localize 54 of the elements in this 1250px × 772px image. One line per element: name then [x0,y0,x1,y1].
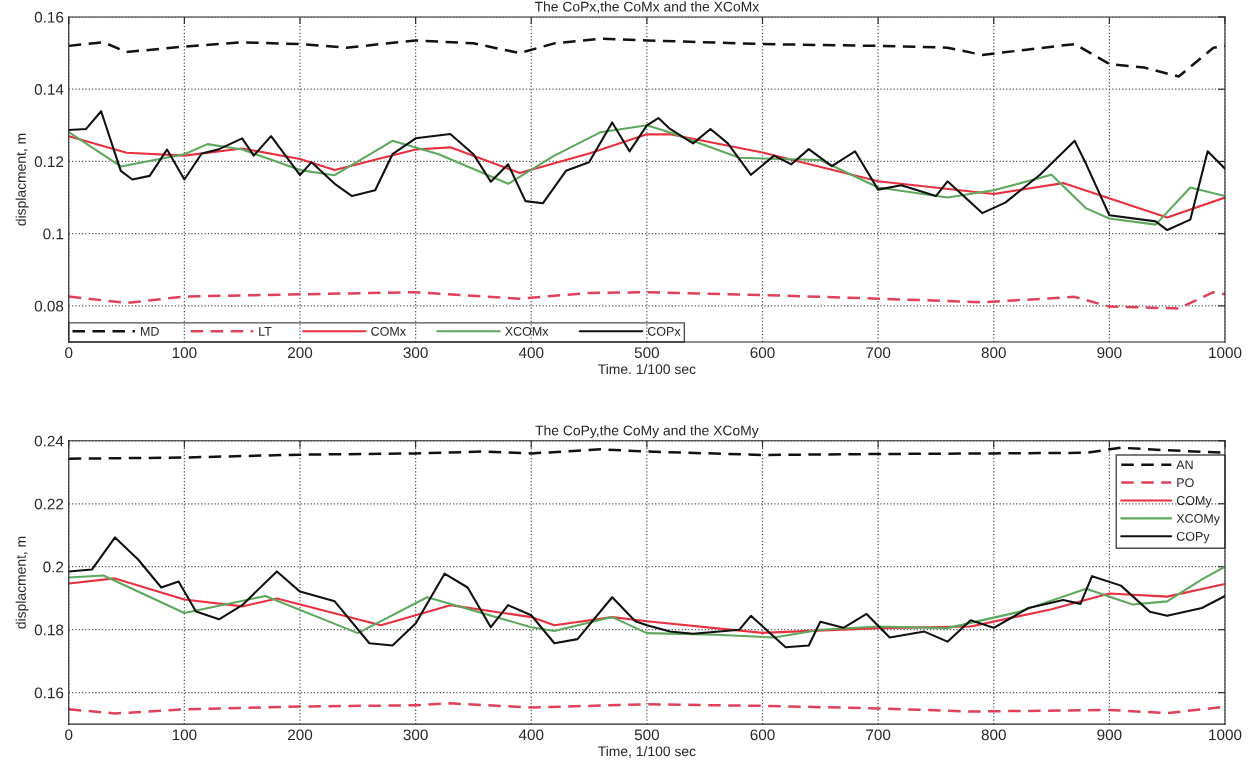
line-series [68,565,1225,639]
line-series [68,124,1225,226]
legend-label: MD [141,327,159,336]
y-tick-label: 0.2 [43,561,64,573]
y-tick-label: 0.08 [34,300,64,312]
x-tick-label: 300 [403,347,428,359]
x-tick-label: 700 [866,729,891,741]
x-tick-label: 0 [65,347,73,359]
chart-title: The CoPx,the CoMx and the XCoMx [534,1,760,14]
x-tick-label: 500 [634,347,660,359]
x-tick-label: 600 [750,347,775,359]
legend-label: PO [1177,478,1194,488]
line-series [68,110,1225,232]
y-axis-title: displacment, m [15,536,29,629]
x-tick-label: 900 [1097,347,1122,359]
line-series [68,577,1225,634]
legend-label: XCOMx [505,326,549,336]
x-tick-label: 1000 [1209,347,1242,359]
x-tick-label: 0 [65,729,73,741]
x-tick-label: 800 [981,347,1006,359]
y-tick-label: 0.12 [34,156,64,168]
line-series [68,133,1225,219]
chart-title: The CoPy,the CoMy and the XCoMy [535,425,759,439]
legend-label: COPy [1176,531,1210,544]
y-tick-label: 0.18 [34,624,64,636]
x-tick-label: 900 [1097,729,1122,741]
x-tick-label: 700 [866,347,891,359]
x-tick-label: 400 [518,347,544,359]
y-tick-label: 0.22 [34,498,64,510]
x-tick-label: 300 [403,729,428,741]
y-tick-label: 0.16 [34,687,64,699]
x-tick-label: 500 [634,729,660,741]
x-tick-label: 200 [288,347,313,359]
x-tick-label: 1000 [1209,729,1242,741]
legend-label: XCOMy [1176,514,1220,526]
x-axis-title: Time. 1/100 sec [598,363,696,375]
legend-label: LT [259,327,272,336]
x-tick-label: 600 [750,729,775,741]
x-tick-label: 100 [172,729,197,741]
y-tick-label: 0.1 [43,228,64,240]
legend-label: COMy [1176,496,1212,508]
line-series [68,290,1225,310]
y-tick-label: 0.14 [34,84,64,95]
x-tick-label: 200 [288,729,313,741]
legend-label: COPx [647,326,681,336]
legend-label: COMx [371,326,406,336]
x-axis-title: Time, 1/100 sec [598,746,696,758]
x-tick-label: 100 [172,347,197,359]
x-tick-label: 400 [518,729,544,741]
x-tick-label: 800 [981,729,1006,741]
y-tick-label: 0.16 [34,11,64,23]
y-axis-title: displacment, m [15,133,29,226]
legend-label: AN [1176,460,1193,470]
y-tick-label: 0.24 [34,435,64,447]
